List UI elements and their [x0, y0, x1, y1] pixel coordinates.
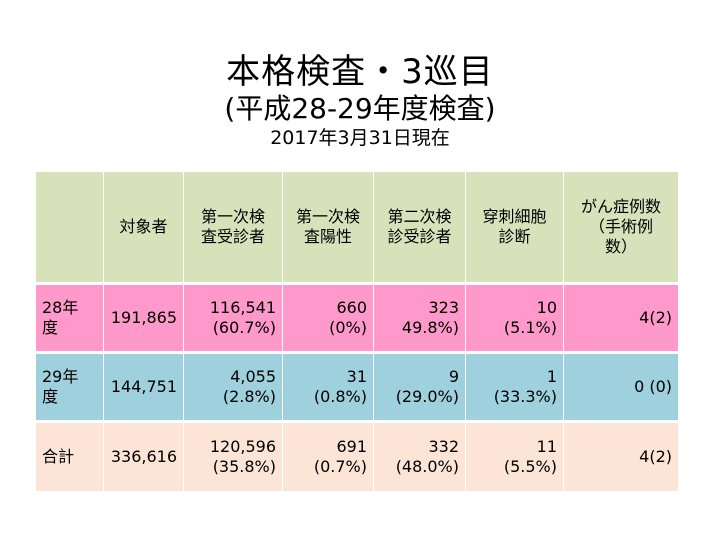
- header-cell: 対象者: [104, 172, 184, 285]
- table-cell-text: 1: [546, 367, 557, 386]
- row-label-text: 28年: [42, 298, 79, 317]
- header-cell-text: 査受診者: [200, 227, 265, 246]
- table-cell-text: 0 (0): [634, 377, 672, 396]
- table-cell-text: (0%): [329, 318, 367, 337]
- header-cell-text: 対象者: [119, 217, 168, 236]
- table-cell: 4,055 (2.8%): [184, 354, 283, 423]
- table-cell-text: 31: [346, 367, 367, 386]
- row-label-text: 29年: [42, 367, 79, 386]
- table-row-total: 合計 336,616 120,596 (35.8%) 691 (0.7%) 332 (48.0…: [36, 423, 678, 491]
- header-cell-text: 数）: [604, 237, 637, 256]
- table-cell: 4(2): [564, 285, 678, 354]
- table-cell-text: 323: [428, 298, 459, 317]
- header-cell: 穿刺細胞 診断: [466, 172, 564, 285]
- table-cell-text: (0.7%): [313, 457, 367, 476]
- as-of-date: 2017年3月31日現在: [270, 127, 450, 149]
- table-cell-text: (35.8%): [212, 457, 276, 476]
- table-cell-text: (60.7%): [212, 318, 276, 337]
- row-label: 29年度: [36, 354, 104, 423]
- table-cell-text: 4(2): [639, 447, 672, 466]
- table-cell: 660 (0%): [283, 285, 374, 354]
- header-cell-text: 第二次検: [387, 207, 452, 226]
- row-label-text: 度: [42, 318, 59, 337]
- table-cell-text: (2.8%): [222, 387, 276, 406]
- table-cell-text: 4(2): [639, 308, 672, 327]
- table-cell: 1 (33.3%): [466, 354, 564, 423]
- row-label-text: 合計: [42, 447, 75, 466]
- header-cell: 第一次検 査陽性: [283, 172, 374, 285]
- table-cell-text: (29.0%): [395, 387, 459, 406]
- header-cell-text: 診断: [498, 227, 531, 246]
- page-title: 本格検査・3巡目: [226, 52, 494, 92]
- table-cell: 191,865: [104, 285, 184, 354]
- table-cell: 0 (0): [564, 354, 678, 423]
- table-cell-text: (48.0%): [395, 457, 459, 476]
- table-cell-text: (5.5%): [503, 457, 557, 476]
- header-cell-text: 第一次検: [200, 207, 265, 226]
- row-label-text: 度: [42, 387, 59, 406]
- table-cell-text: 11: [536, 437, 557, 456]
- table-cell: 323 49.8%): [374, 285, 466, 354]
- header-cell-corner: [36, 172, 104, 285]
- table-cell-text: (33.3%): [493, 387, 557, 406]
- table-cell: 144,751: [104, 354, 184, 423]
- row-label: 28年度: [36, 285, 104, 354]
- table-cell-text: 332: [428, 437, 459, 456]
- header-row: 対象者 第一次検 査受診者 第一次検 査陽性 第二次検 診受診者 穿刺細胞 診断 がん症例数 （手術…: [36, 172, 678, 285]
- title-block: 本格検査・3巡目 (平成28-29年度検査) 2017年3月31日現在: [0, 52, 720, 150]
- table-cell-text: 4,055: [230, 367, 276, 386]
- screening-results-table: 対象者 第一次検 査受診者 第一次検 査陽性 第二次検 診受診者 穿刺細胞 診断 がん症例数 （手術…: [36, 172, 678, 491]
- table-cell-text: 191,865: [110, 308, 177, 327]
- page-subtitle: (平成28-29年度検査): [224, 92, 496, 125]
- table-cell: 116,541 (60.7%): [184, 285, 283, 354]
- header-cell: 第一次検 査受診者: [184, 172, 283, 285]
- header-cell: がん症例数 （手術例 数）: [564, 172, 678, 285]
- table-cell: 336,616: [104, 423, 184, 491]
- header-cell-text: がん症例数: [580, 197, 661, 216]
- header-cell: 第二次検 診受診者: [374, 172, 466, 285]
- table-cell-text: 120,596: [209, 437, 276, 456]
- table-cell-text: 660: [336, 298, 367, 317]
- header-cell-text: 穿刺細胞: [482, 207, 547, 226]
- table-row-fy29: 29年度 144,751 4,055 (2.8%) 31 (0.8%) 9 (29.0%) 1(…: [36, 354, 678, 423]
- table-cell-text: 336,616: [110, 447, 177, 466]
- table-cell-text: 10: [536, 298, 557, 317]
- header-cell-text: 診受診者: [387, 227, 452, 246]
- table-cell: 10 (5.1%): [466, 285, 564, 354]
- table-cell-text: 116,541: [209, 298, 276, 317]
- table-cell: 9 (29.0%): [374, 354, 466, 423]
- table-cell-text: (0.8%): [313, 387, 367, 406]
- row-label: 合計: [36, 423, 104, 491]
- table-cell: 691 (0.7%): [283, 423, 374, 491]
- table-cell-text: 691: [336, 437, 367, 456]
- table-cell: 4(2): [564, 423, 678, 491]
- table-cell-text: 144,751: [110, 377, 177, 396]
- header-cell-text: （手術例: [588, 217, 653, 236]
- table-cell: 120,596 (35.8%): [184, 423, 283, 491]
- table-cell: 332 (48.0%): [374, 423, 466, 491]
- table-row-fy28: 28年度 191,865 116,541 (60.7%) 660 (0%) 323 49.8%…: [36, 285, 678, 354]
- table-cell-text: 49.8%): [401, 318, 459, 337]
- table-cell-text: (5.1%): [503, 318, 557, 337]
- header-cell-text: 第一次検: [295, 207, 360, 226]
- table-cell-text: 9: [448, 367, 459, 386]
- table-cell: 11 (5.5%): [466, 423, 564, 491]
- header-cell-text: 査陽性: [303, 227, 352, 246]
- table-cell: 31 (0.8%): [283, 354, 374, 423]
